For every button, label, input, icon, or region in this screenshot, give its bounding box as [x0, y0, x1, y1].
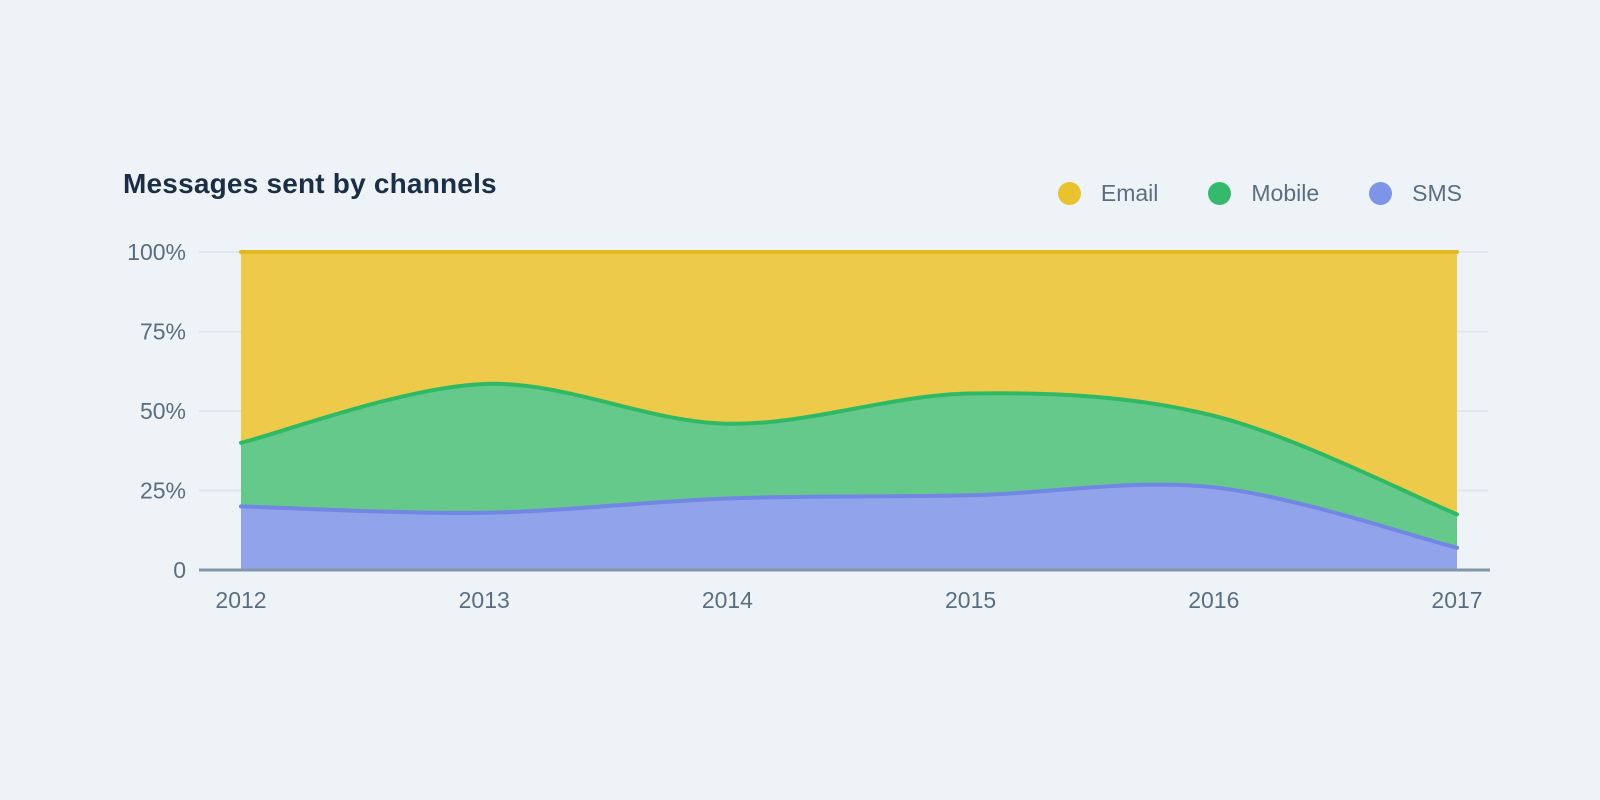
legend-label-sms: SMS [1412, 180, 1462, 206]
legend-item-email[interactable]: Email [1057, 180, 1159, 207]
legend-label-email: Email [1100, 180, 1159, 206]
area-sms[interactable] [241, 484, 1457, 570]
chart-title: Messages sent by channels [123, 168, 497, 199]
x-tick-label: 2016 [1188, 587, 1239, 613]
area-sms-top-line [239, 482, 1459, 550]
y-tick-label: 0 [173, 557, 186, 583]
area-mobile-top-line [239, 381, 1459, 517]
email-series-dot-icon [1057, 182, 1081, 205]
y-tick-label: 75% [140, 319, 186, 345]
x-tick-label: 2015 [945, 587, 996, 613]
x-tick-label: 2013 [459, 587, 510, 613]
y-tick-label: 25% [140, 478, 186, 504]
legend-item-sms[interactable]: SMS [1369, 180, 1462, 207]
legend-item-mobile[interactable]: Mobile [1208, 180, 1319, 207]
y-tick-label: 50% [140, 398, 186, 424]
y-tick-label: 100% [127, 239, 186, 265]
legend-label-mobile: Mobile [1251, 180, 1320, 206]
x-tick-label: 2017 [1431, 587, 1482, 613]
sms-series-dot-icon [1369, 182, 1393, 205]
mobile-series-dot-icon [1208, 182, 1232, 205]
x-tick-label: 2014 [702, 587, 753, 613]
x-tick-label: 2012 [215, 587, 266, 613]
chart-legend: Email Mobile SMS [1057, 180, 1462, 207]
